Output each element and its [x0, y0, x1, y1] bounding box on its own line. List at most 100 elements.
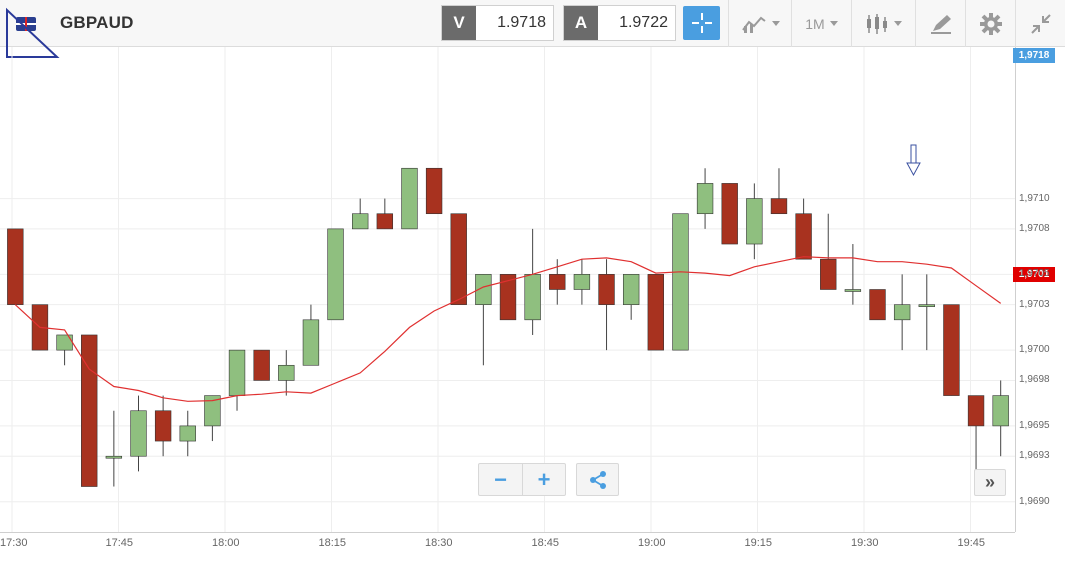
time-tick-label: 19:15: [744, 537, 773, 549]
candle: [376, 198, 394, 230]
instrument-symbol[interactable]: GBPAUD: [60, 13, 134, 32]
candle: [672, 213, 689, 351]
price-tick-label: 1,9705: [1019, 268, 1050, 280]
instrument-logo[interactable]: [0, 0, 60, 58]
time-tick-label: 18:30: [425, 537, 453, 549]
candlestick-icon: [867, 13, 887, 34]
triangle-overlay-icon: [6, 7, 60, 58]
chevron-down-icon: [771, 21, 780, 26]
candle: [795, 198, 812, 260]
candle: [327, 228, 344, 321]
collapse-icon: [1030, 13, 1051, 34]
candle: [943, 304, 960, 396]
share-icon: [589, 470, 606, 489]
candle: [401, 167, 418, 230]
zoom-in-button[interactable]: +: [522, 464, 565, 495]
ask-value: 1.9722: [619, 14, 668, 31]
price-tick-label: 1,9698: [1019, 374, 1050, 386]
candle: [425, 167, 443, 215]
candlestick-plot[interactable]: [0, 47, 1015, 532]
crosshair-button[interactable]: [683, 6, 720, 40]
price-tick-label: 1,9710: [1019, 192, 1050, 204]
arrow-annotation-icon: [906, 144, 921, 177]
drawing-tools-button[interactable]: [915, 0, 965, 47]
candle: [598, 259, 615, 351]
settings-button[interactable]: [965, 0, 1015, 47]
candle: [622, 274, 640, 320]
price-tick-label: 1,9708: [1019, 222, 1050, 234]
chart-toolbar: GBPAUD V 1.9718 A 1.9722 1M: [0, 0, 1065, 58]
time-tick-label: 18:00: [212, 537, 240, 549]
candle: [81, 334, 98, 487]
ask-label: A: [564, 6, 598, 40]
candle: [352, 198, 369, 230]
candle: [721, 183, 738, 245]
timeframe-selector[interactable]: 1M: [791, 0, 851, 47]
candlestick-type-button[interactable]: [851, 0, 915, 47]
candle: [524, 228, 541, 335]
flag-icon: [16, 17, 36, 31]
gear-icon: [979, 12, 1002, 35]
last-price-marker: 1,9701: [1013, 267, 1055, 282]
price-tick-label: 1,9695: [1019, 419, 1050, 431]
candle: [746, 183, 763, 260]
candle: [7, 228, 24, 305]
current-price-marker: 1,9718: [1013, 48, 1055, 63]
zoom-controls: − +: [478, 463, 566, 496]
zoom-out-button[interactable]: −: [494, 466, 507, 492]
bid-price-box[interactable]: V 1.9718: [441, 5, 554, 41]
time-tick-label: 18:45: [531, 537, 560, 549]
candle: [573, 259, 591, 305]
crosshair-icon: [691, 13, 712, 33]
candle: [130, 395, 147, 472]
candle: [154, 395, 172, 457]
candle: [56, 334, 73, 366]
ask-price-box[interactable]: A 1.9722: [563, 5, 676, 41]
share-button[interactable]: [576, 463, 619, 496]
candle: [820, 213, 837, 290]
chevron-down-icon: [894, 21, 902, 26]
candle: [869, 289, 886, 321]
candle: [918, 274, 935, 351]
time-tick-label: 17:45: [105, 537, 134, 549]
candle: [105, 410, 123, 487]
candle: [893, 274, 911, 351]
candle: [204, 395, 221, 442]
candle: [549, 259, 566, 305]
candle: [844, 244, 862, 305]
price-tick-label: 1,9690: [1019, 495, 1050, 507]
candle: [228, 349, 246, 411]
price-chart[interactable]: 1,9718 1,9701 − + » 1,9710 1,9708 1,9705 1,…: [0, 47, 1065, 564]
time-tick-label: 19:45: [957, 537, 986, 549]
moving-average-line: [14, 256, 1002, 402]
price-tick-label: 1,9700: [1019, 344, 1050, 356]
candle: [696, 168, 714, 229]
chart-type-icon: [741, 16, 766, 33]
price-axis[interactable]: [1015, 47, 1065, 532]
time-tick-label: 18:15: [318, 537, 347, 549]
candle: [992, 380, 1009, 457]
candle: [278, 350, 295, 396]
chevron-down-icon: [829, 21, 838, 26]
scroll-right-button[interactable]: »: [974, 469, 1006, 496]
price-tick-label: 1,9703: [1019, 298, 1050, 310]
time-tick-label: 17:30: [0, 537, 28, 549]
candle: [179, 410, 196, 457]
candle: [253, 349, 270, 381]
time-tick-label: 19:00: [638, 537, 666, 549]
time-tick-label: 19:30: [851, 537, 879, 549]
drawing-tool-icon: [930, 14, 951, 34]
collapse-button[interactable]: [1015, 0, 1065, 47]
price-tick-label: 1,9693: [1019, 450, 1050, 462]
bid-value: 1.9718: [497, 14, 546, 31]
candle: [475, 274, 492, 366]
candle: [302, 304, 320, 366]
candle: [770, 168, 788, 215]
candle: [967, 395, 985, 472]
candle: [647, 274, 664, 351]
time-axis: [0, 532, 1015, 533]
candle: [499, 274, 517, 321]
candle: [450, 213, 467, 305]
timeframe-label: 1M: [805, 15, 825, 32]
chart-type-button[interactable]: [728, 0, 791, 47]
